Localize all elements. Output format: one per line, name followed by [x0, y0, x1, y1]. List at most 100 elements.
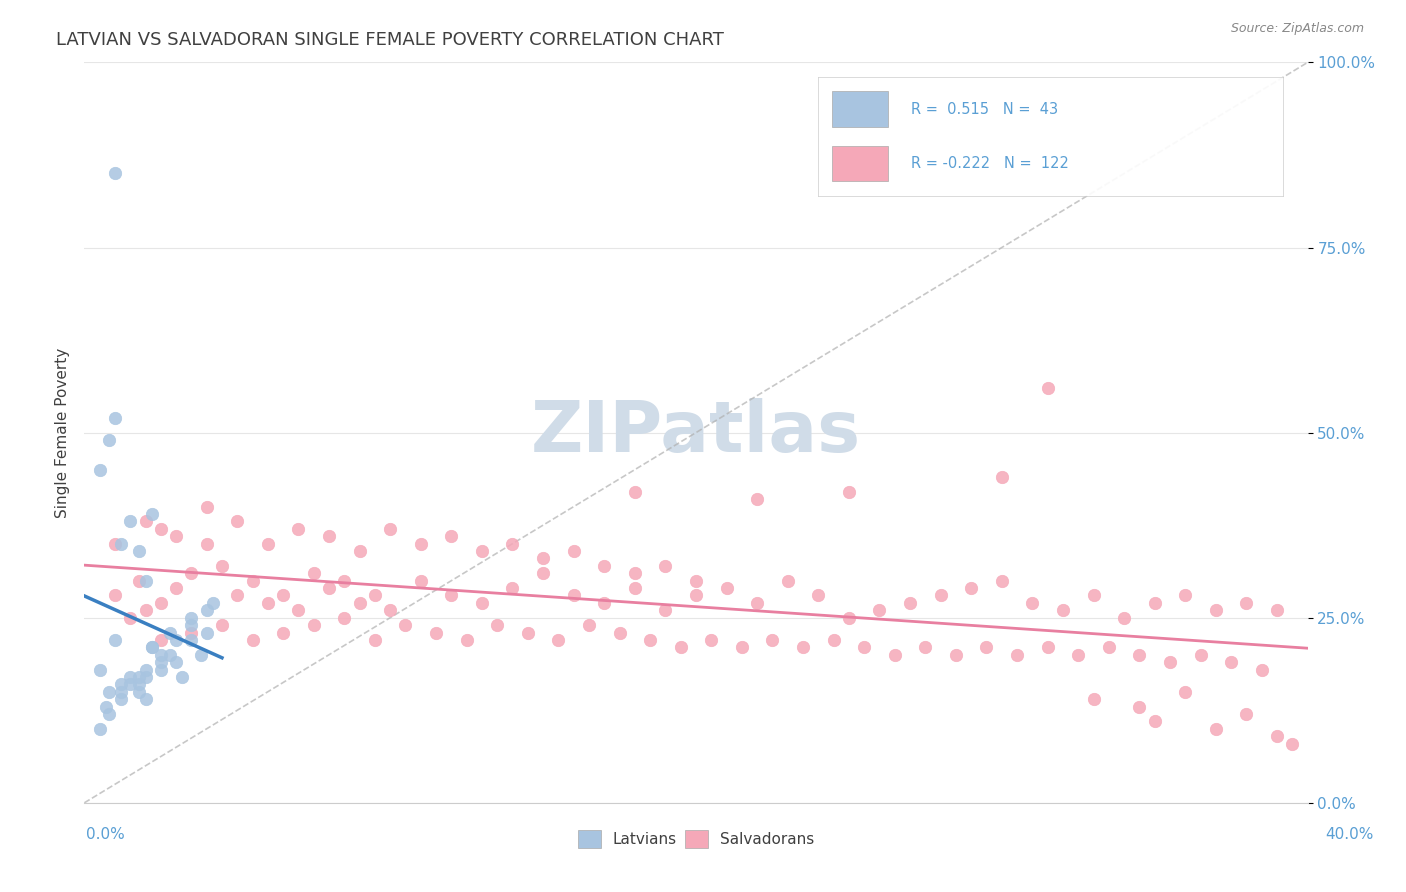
Point [716, 581, 738, 595]
Point [1128, 648, 1150, 662]
Point [609, 625, 631, 640]
Point [128, 670, 150, 684]
Y-axis label: Single Female Poverty: Single Female Poverty [55, 348, 70, 517]
Point [104, 410, 127, 425]
Point [440, 589, 463, 603]
Point [776, 574, 799, 588]
Point [120, 515, 142, 529]
Point [135, 574, 157, 588]
Point [180, 566, 202, 581]
Point [104, 166, 127, 180]
Point [486, 618, 509, 632]
Point [271, 625, 294, 640]
Point [1128, 699, 1150, 714]
Point [531, 566, 554, 581]
Point [516, 625, 538, 640]
Point [883, 648, 905, 662]
Point [1083, 589, 1105, 603]
Point [654, 558, 676, 573]
Point [135, 692, 157, 706]
Point [731, 640, 754, 655]
Point [624, 566, 647, 581]
Point [578, 618, 600, 632]
Point [159, 648, 181, 662]
Point [110, 677, 132, 691]
Point [110, 692, 132, 706]
Point [120, 670, 142, 684]
Point [991, 470, 1014, 484]
Point [838, 610, 860, 624]
Point [1236, 706, 1258, 721]
Point [135, 515, 157, 529]
Point [149, 522, 172, 536]
Point [110, 536, 132, 550]
Point [128, 544, 150, 558]
Text: Source: ZipAtlas.com: Source: ZipAtlas.com [1230, 22, 1364, 36]
Point [135, 603, 157, 617]
Point [165, 632, 187, 647]
Point [242, 574, 264, 588]
Point [97, 433, 120, 447]
Point [141, 507, 163, 521]
Point [149, 655, 172, 669]
Point [165, 655, 187, 669]
Point [1281, 737, 1303, 751]
Point [318, 529, 340, 543]
Point [128, 574, 150, 588]
Point [976, 640, 998, 655]
Point [869, 603, 891, 617]
Point [364, 589, 387, 603]
Point [1265, 729, 1288, 743]
Point [1265, 603, 1288, 617]
Point [104, 632, 127, 647]
Point [165, 581, 187, 595]
Point [135, 663, 157, 677]
Point [302, 566, 325, 581]
Point [960, 581, 983, 595]
Point [991, 574, 1014, 588]
Text: 40.0%: 40.0% [1326, 827, 1374, 841]
Point [1036, 381, 1059, 395]
Point [149, 596, 172, 610]
Point [97, 706, 120, 721]
Point [914, 640, 936, 655]
Point [94, 699, 117, 714]
Point [1067, 648, 1090, 662]
Text: 0.0%: 0.0% [86, 827, 125, 841]
Point [135, 670, 157, 684]
Point [531, 551, 554, 566]
Point [141, 640, 163, 655]
Point [128, 685, 150, 699]
Point [257, 536, 280, 550]
Point [333, 574, 356, 588]
Point [1205, 603, 1227, 617]
Point [271, 589, 294, 603]
Point [761, 632, 783, 647]
Point [180, 625, 202, 640]
Point [141, 640, 163, 655]
Point [128, 677, 150, 691]
Point [201, 596, 224, 610]
Point [287, 603, 309, 617]
Text: LATVIAN VS SALVADORAN SINGLE FEMALE POVERTY CORRELATION CHART: LATVIAN VS SALVADORAN SINGLE FEMALE POVE… [56, 31, 724, 49]
Point [409, 574, 432, 588]
Point [1174, 685, 1197, 699]
Point [471, 544, 494, 558]
Point [120, 610, 142, 624]
Point [807, 589, 830, 603]
Point [747, 492, 769, 507]
Point [502, 536, 524, 550]
Point [172, 670, 194, 684]
Point [792, 640, 814, 655]
Point [1159, 655, 1181, 669]
Point [89, 722, 111, 736]
Point [364, 632, 387, 647]
Point [853, 640, 876, 655]
Point [211, 558, 233, 573]
Point [380, 603, 402, 617]
Point [110, 685, 132, 699]
Point [380, 522, 402, 536]
Point [1021, 596, 1043, 610]
Point [898, 596, 921, 610]
Point [945, 648, 967, 662]
